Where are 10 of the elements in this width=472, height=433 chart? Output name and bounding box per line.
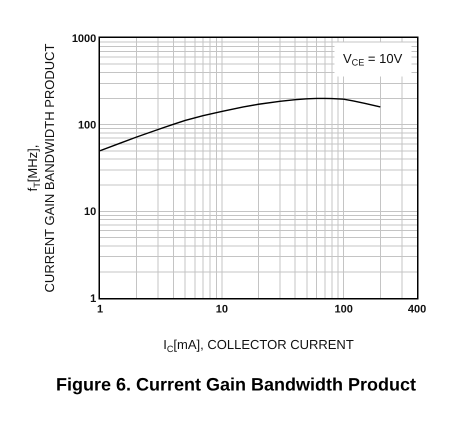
y-tick-label: 1 [90,292,96,305]
y-tick-label: 100 [78,120,96,132]
x-axis-title: I$_{C}$[mA], COLLECTOR CURRENT [163,337,354,354]
y-tick-label: 1000 [72,32,96,45]
x-tick-label: 10 [216,304,228,316]
annotation: V$_{CE}$ = 10V [343,51,403,68]
text: Figure 6. Current Gain Bandwidth Product [56,374,416,394]
x-tick-label: 100 [334,304,353,316]
y-tick-label: 10 [84,206,96,218]
x-tick-label: 400 [408,304,426,316]
